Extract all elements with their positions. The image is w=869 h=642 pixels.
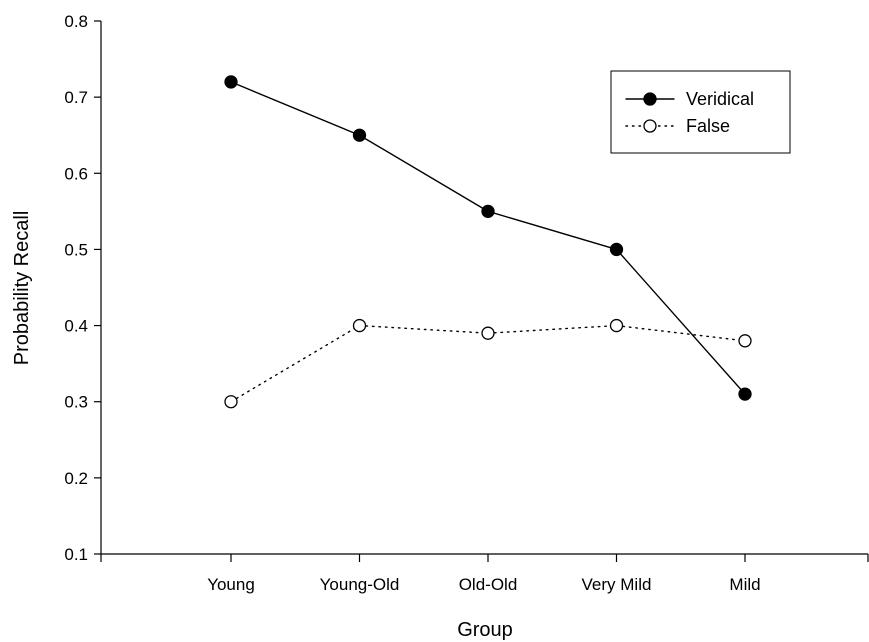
data-point: [224, 395, 238, 409]
data-point: [738, 334, 752, 348]
y-tick-label: 0.6: [64, 164, 88, 183]
legend: Veridical False: [610, 70, 791, 154]
series-layer: [224, 75, 752, 409]
x-tick-label: Very Mild: [582, 575, 652, 594]
series-line-segment: [615, 248, 746, 395]
y-tick-label: 0.5: [64, 240, 88, 259]
x-axis-title: Group: [457, 619, 513, 641]
data-point: [609, 318, 624, 333]
x-ticks: Young Young-Old Old-Old Very Mild Mild: [100, 554, 869, 594]
legend-items: Veridical False: [625, 89, 754, 136]
series-line-segment: [230, 324, 361, 403]
series-false: [224, 318, 752, 409]
series-veridical: [224, 75, 752, 401]
series-line-segment: [230, 81, 361, 136]
y-tick-label: 0.2: [64, 469, 88, 488]
y-tick-label: 0.8: [64, 12, 88, 31]
x-tick-label: Mild: [729, 575, 760, 594]
y-tick-label: 0.7: [64, 88, 88, 107]
y-axis-title: Probability Recall: [11, 211, 33, 366]
y-tick-label: 0.1: [64, 545, 88, 564]
legend-label: False: [686, 116, 730, 136]
x-tick-label: Young: [207, 575, 255, 594]
series-line-segment: [358, 134, 489, 213]
legend-item: Veridical: [625, 89, 754, 109]
y-ticks: 0.1 0.2 0.3 0.4 0.5 0.6 0.7 0.8: [64, 12, 101, 564]
y-tick-label: 0.4: [64, 317, 88, 336]
data-point: [224, 75, 238, 89]
data-point: [481, 326, 495, 340]
data-point: [738, 387, 752, 401]
data-point: [481, 204, 495, 219]
axes: 0.1 0.2 0.3 0.4 0.5 0.6 0.7 0.8 Young Young-Old O…: [64, 12, 869, 594]
x-tick-label: Young-Old: [320, 575, 400, 594]
series-line-segment: [615, 324, 746, 342]
legend-box: [610, 70, 791, 154]
series-line-segment: [487, 324, 618, 334]
y-tick-label: 0.3: [64, 393, 88, 412]
x-tick-label: Old-Old: [459, 575, 518, 594]
series-line-segment: [487, 210, 618, 251]
data-point: [352, 318, 367, 333]
legend-marker: [643, 119, 657, 133]
series-line-segment: [358, 324, 489, 334]
legend-item: False: [625, 116, 730, 136]
legend-marker: [643, 92, 657, 106]
data-point: [609, 242, 624, 257]
data-point: [352, 128, 367, 142]
legend-label: Veridical: [686, 89, 754, 109]
